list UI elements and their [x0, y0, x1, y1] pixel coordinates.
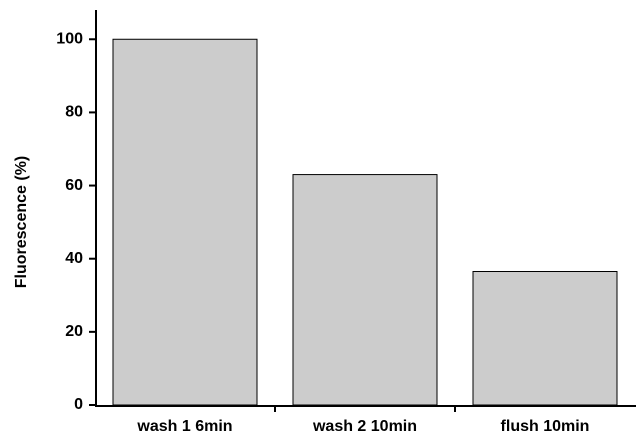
bar: [472, 271, 618, 406]
y-tick-label: 0: [74, 396, 83, 413]
bar: [292, 174, 438, 406]
x-tick-label: wash 2 10min: [312, 418, 417, 435]
y-tick-label: 20: [65, 323, 83, 340]
y-tick-label: 100: [56, 30, 83, 47]
y-axis-label: Fluorescence (%): [13, 156, 30, 288]
y-tick-label: 60: [65, 177, 83, 194]
x-tick-label: flush 10min: [501, 418, 590, 435]
y-tick-label: 80: [65, 104, 83, 121]
x-tick-label: wash 1 6min: [136, 418, 232, 435]
y-tick-label: 40: [65, 250, 83, 267]
bar: [112, 38, 258, 406]
